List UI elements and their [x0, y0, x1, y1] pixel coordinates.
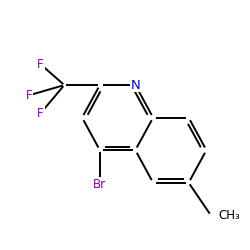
Text: N: N [130, 78, 140, 92]
Text: F: F [37, 58, 44, 71]
Text: CH₃: CH₃ [218, 209, 240, 222]
Text: F: F [37, 107, 44, 120]
Text: Br: Br [93, 178, 106, 191]
Text: F: F [26, 89, 32, 102]
